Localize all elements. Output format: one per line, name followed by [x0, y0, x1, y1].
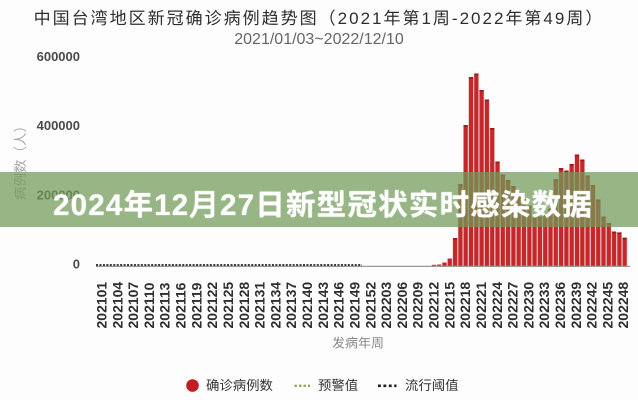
svg-text:0: 0 [73, 257, 80, 272]
svg-text:202245: 202245 [599, 282, 615, 329]
svg-text:202149: 202149 [346, 282, 362, 329]
svg-text:202137: 202137 [283, 282, 299, 329]
svg-text:202110: 202110 [141, 282, 157, 328]
svg-text:202212: 202212 [426, 282, 442, 329]
svg-text:202116: 202116 [173, 282, 189, 328]
svg-text:202125: 202125 [220, 282, 236, 329]
svg-text:202215: 202215 [441, 282, 457, 329]
svg-text:202119: 202119 [188, 282, 204, 328]
svg-text:202203: 202203 [378, 282, 394, 329]
svg-text:202122: 202122 [204, 282, 220, 329]
svg-text:202113: 202113 [157, 282, 173, 328]
svg-text:202152: 202152 [362, 282, 378, 329]
svg-text:202107: 202107 [125, 282, 141, 329]
svg-text:202227: 202227 [505, 282, 521, 329]
svg-text:202221: 202221 [473, 282, 489, 329]
svg-text:202104: 202104 [109, 282, 125, 329]
svg-text:确诊病例数: 确诊病例数 [206, 378, 274, 393]
svg-text:600000: 600000 [37, 49, 80, 64]
svg-text:202140: 202140 [299, 282, 315, 329]
svg-text:202242: 202242 [584, 282, 600, 329]
svg-text:202131: 202131 [252, 282, 268, 329]
svg-text:202143: 202143 [315, 282, 331, 329]
svg-text:发病年周: 发病年周 [332, 336, 384, 351]
svg-text:202134: 202134 [267, 282, 283, 329]
svg-text:202224: 202224 [489, 282, 505, 329]
svg-text:400000: 400000 [37, 118, 80, 133]
svg-text:202239: 202239 [568, 282, 584, 329]
svg-text:202209: 202209 [410, 282, 426, 329]
svg-text:预警值: 预警值 [318, 378, 358, 393]
svg-text:202236: 202236 [552, 282, 568, 329]
svg-text:流行阈值: 流行阈值 [405, 378, 459, 393]
svg-text:202206: 202206 [394, 282, 410, 329]
svg-text:202218: 202218 [457, 282, 473, 329]
svg-text:202128: 202128 [236, 282, 252, 329]
svg-text:202146: 202146 [331, 282, 347, 329]
svg-text:202230: 202230 [520, 282, 536, 329]
svg-text:202101: 202101 [94, 282, 110, 329]
svg-text:202233: 202233 [536, 282, 552, 329]
svg-text:202248: 202248 [615, 282, 631, 329]
